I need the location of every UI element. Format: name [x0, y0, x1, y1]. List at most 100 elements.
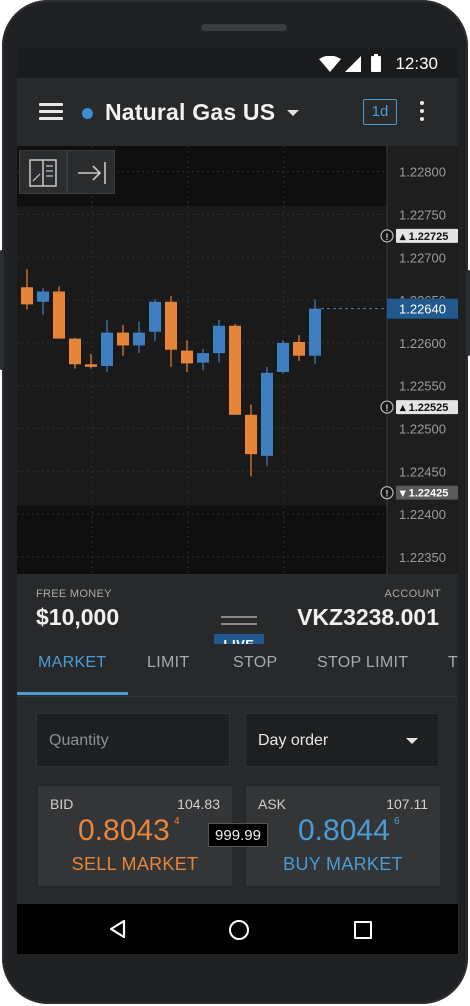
price-marker-label: ▴ 1.22525 [399, 402, 448, 414]
price-axis [387, 146, 458, 574]
tab-limit[interactable]: LIMIT [147, 654, 190, 671]
candle-body [213, 325, 225, 354]
current-price-label: 1.22640 [399, 302, 446, 317]
alert-icon-mark: ! [386, 489, 389, 499]
candle-body [261, 372, 273, 456]
timeframe-button[interactable]: 1d [363, 99, 397, 125]
alert-icon-mark: ! [386, 403, 389, 413]
candle-body [21, 287, 33, 305]
price-tick-label: 1.22600 [399, 336, 446, 351]
candle-body [181, 350, 193, 364]
tab-stop[interactable]: STOP [233, 654, 278, 671]
arrow-to-end-icon [78, 162, 106, 184]
account-panel: FREE MONEY $10,000 LIVE ACCOUNT VKZ3238.… [17, 574, 458, 656]
status-bar: 12:30 [17, 48, 458, 78]
order-duration-select[interactable]: Day order [245, 713, 439, 767]
order-duration-value: Day order [258, 732, 329, 749]
app-bar: Natural Gas US 1d [17, 78, 458, 146]
price-chart[interactable]: 1.228001.227501.227001.226501.226001.225… [17, 146, 458, 574]
ask-label: ASK [258, 796, 287, 812]
ask-price: 0.8044 [298, 814, 390, 847]
candle-body [117, 332, 129, 346]
buy-market-button[interactable]: ASK 107.11 0.8044 6 BUY MARKET [246, 786, 440, 886]
active-tab-indicator [17, 692, 128, 695]
price-tick-label: 1.22350 [399, 550, 446, 565]
sell-market-button[interactable]: BID 104.83 0.8043 4 SELL MARKET [38, 786, 232, 886]
price-tick-label: 1.22400 [399, 507, 446, 522]
alert-icon [380, 486, 394, 500]
home-icon[interactable] [229, 920, 249, 940]
price-tick-label: 1.22500 [399, 421, 446, 436]
cellular-signal-icon [345, 56, 361, 72]
candle-body [53, 291, 65, 339]
tab-stop-limit[interactable]: STOP LIMIT [317, 654, 409, 671]
wifi-icon [319, 56, 341, 72]
more-options-icon[interactable] [419, 100, 425, 124]
volume-button [0, 250, 3, 370]
candle-body [293, 342, 305, 356]
candle-body [101, 332, 113, 366]
price-tick-label: 1.22450 [399, 464, 446, 479]
instrument-dropdown-icon[interactable] [287, 110, 299, 116]
recent-apps-icon[interactable] [354, 921, 372, 939]
app-screen: 12:30 Natural Gas US 1d 1.22800 1.22750 1.… [17, 48, 458, 954]
ask-price-pip: 6 [394, 816, 400, 827]
back-icon[interactable] [109, 920, 127, 938]
candle-body [149, 301, 161, 332]
candle-body [165, 301, 177, 350]
quantity-input[interactable]: Quantity [36, 713, 230, 767]
account-number[interactable]: VKZ3238.001 [297, 604, 439, 630]
price-marker-label: ▾ 1.22425 [399, 488, 448, 500]
candle-body [37, 291, 49, 302]
buy-market-label: BUY MARKET [283, 854, 403, 874]
candle-body [69, 338, 81, 365]
scroll-to-latest-button[interactable] [67, 150, 115, 194]
candlestick-chart: 1.228001.227501.227001.226501.226001.225… [17, 146, 458, 574]
bid-label: BID [50, 796, 74, 812]
price-tick-label: 1.22750 [399, 207, 446, 222]
free-money-label: FREE MONEY [36, 588, 112, 600]
earpiece-speaker [201, 24, 287, 31]
candle-body [197, 353, 209, 363]
candle-body [277, 342, 289, 372]
price-marker-tag [396, 228, 458, 243]
price-marker-tag [396, 485, 458, 500]
status-time: 12:30 [395, 54, 438, 73]
price-marker-tag [396, 400, 458, 415]
ask-volume: 107.11 [386, 796, 428, 812]
indicators-icon [29, 159, 57, 187]
bid-volume: 104.83 [177, 796, 220, 812]
bid-price-pip: 4 [174, 816, 180, 827]
chart-indicators-button[interactable] [19, 150, 67, 194]
panel-drag-handle[interactable] [221, 616, 257, 625]
account-label: ACCOUNT [384, 588, 441, 600]
candle-body [85, 364, 97, 367]
power-button [467, 270, 470, 356]
price-tick-label: 1.22700 [399, 250, 446, 265]
market-status-dot [82, 108, 93, 119]
candle-body [309, 308, 321, 356]
spread-indicator: 999.99 [208, 823, 268, 847]
tab-market[interactable]: MARKET [38, 654, 107, 671]
candle-body [133, 332, 145, 346]
candle-body [245, 414, 257, 455]
bid-price: 0.8043 [78, 814, 170, 847]
free-money-value: $10,000 [36, 604, 120, 630]
quantity-placeholder: Quantity [49, 732, 109, 749]
order-form: Quantity Day order BID 104.83 0.8043 4 S… [17, 697, 458, 904]
hamburger-menu-icon[interactable] [39, 103, 63, 121]
plot-lower-band [17, 505, 387, 574]
sell-market-label: SELL MARKET [71, 854, 199, 874]
price-tick-label: 1.22800 [399, 165, 446, 180]
chevron-down-icon [406, 738, 418, 744]
alert-icon-mark: ! [386, 232, 389, 242]
order-type-tabs: MARKET LIMIT STOP STOP LIMIT T [17, 644, 458, 697]
price-tick-label: 1.22550 [399, 379, 446, 394]
system-navigation-bar [17, 904, 458, 954]
current-price-tag [387, 298, 458, 319]
price-marker-label: ▴ 1.22725 [399, 231, 448, 243]
instrument-title[interactable]: Natural Gas US [105, 99, 276, 125]
candle-body [229, 325, 241, 415]
tab-overflow[interactable]: T [448, 654, 458, 671]
